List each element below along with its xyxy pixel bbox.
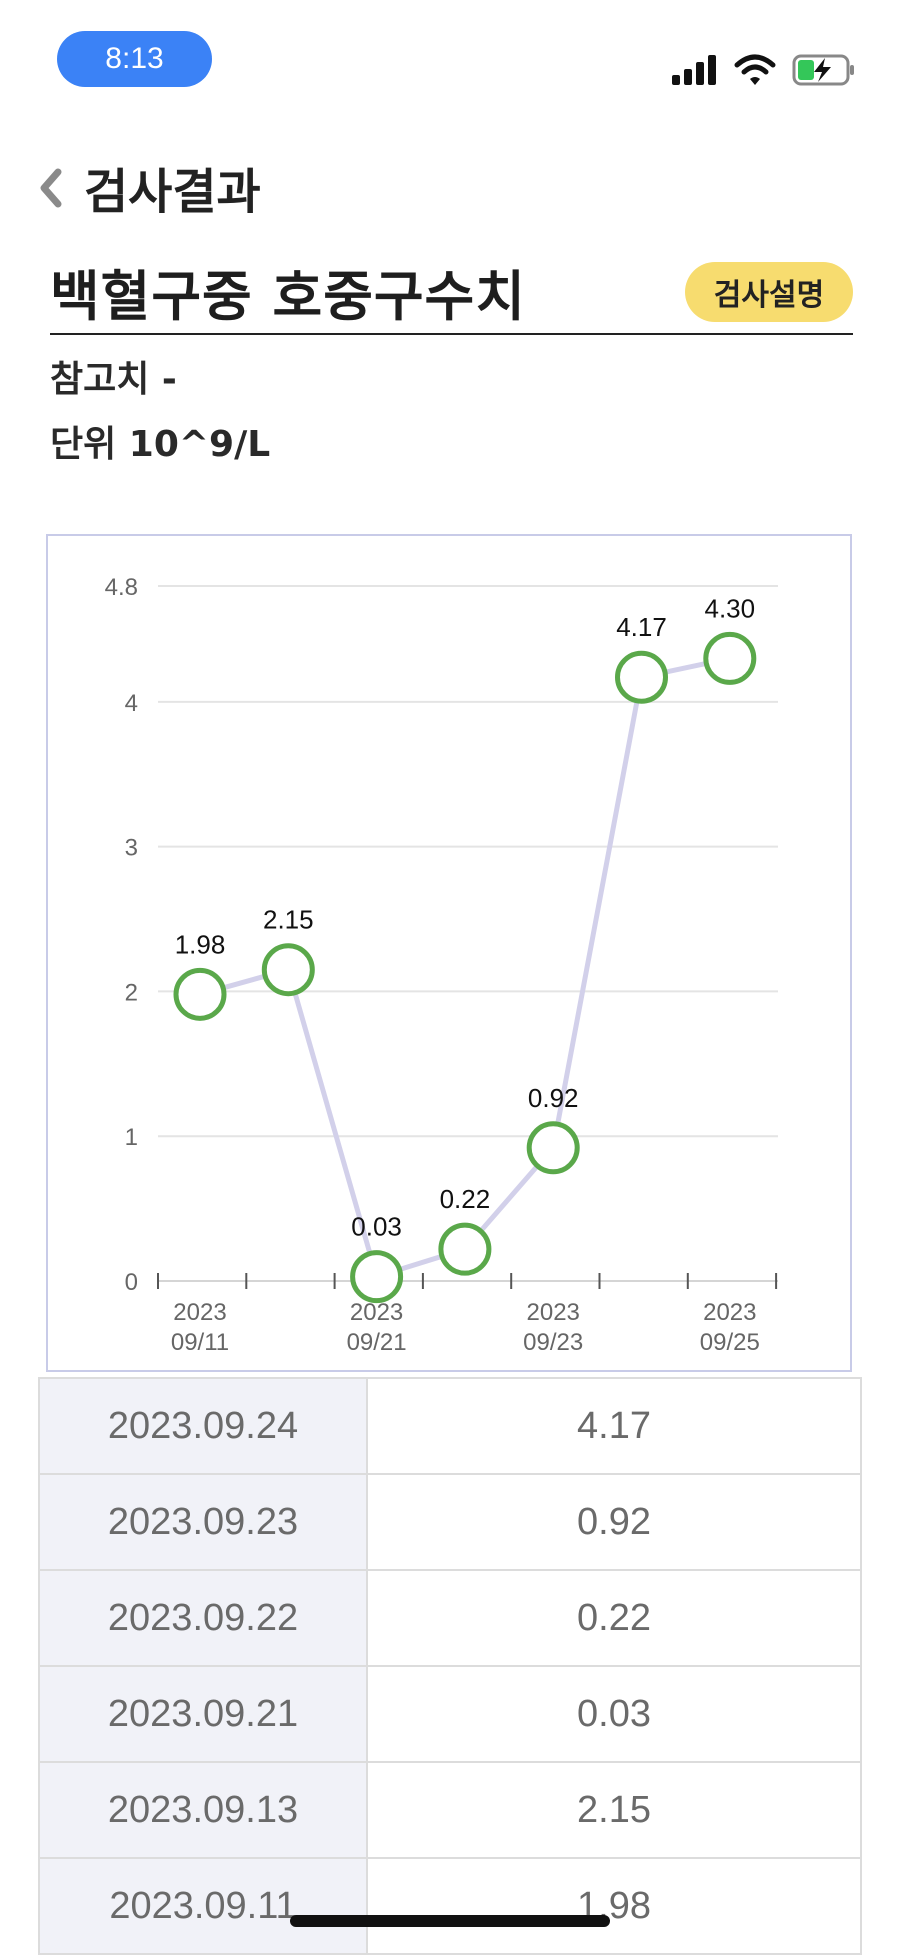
x-tick-label-year: 2023 bbox=[350, 1299, 403, 1326]
data-point bbox=[438, 1222, 492, 1276]
table-row: 2023.09.22 0.22 bbox=[38, 1569, 862, 1667]
test-explanation-button[interactable]: 검사설명 bbox=[685, 262, 853, 322]
data-label: 4.30 bbox=[704, 593, 755, 623]
y-tick-label: 2 bbox=[125, 979, 138, 1006]
x-tick-label-year: 2023 bbox=[703, 1299, 756, 1326]
data-point bbox=[703, 631, 757, 685]
results-table: 2023.09.24 4.17 2023.09.23 0.92 2023.09.22 0.… bbox=[38, 1377, 862, 1955]
data-label: 0.22 bbox=[440, 1184, 491, 1214]
x-tick-label-year: 2023 bbox=[527, 1299, 580, 1326]
data-label: 0.92 bbox=[528, 1083, 579, 1113]
cellular-signal-icon bbox=[672, 55, 716, 85]
table-row: 2023.09.23 0.92 bbox=[38, 1473, 862, 1571]
row-date: 2023.09.11 bbox=[38, 1857, 368, 1955]
row-value: 2.15 bbox=[366, 1761, 862, 1859]
row-value: 0.92 bbox=[366, 1473, 862, 1571]
x-tick-label-year: 2023 bbox=[173, 1299, 226, 1326]
divider bbox=[50, 333, 853, 335]
test-name: 백혈구중 호중구수치 bbox=[50, 265, 526, 328]
y-tick-label: 4 bbox=[125, 690, 138, 717]
data-label: 2.15 bbox=[263, 905, 314, 935]
line-chart: 0 1 2 3 4 4.8 2023 09/11 2023 09/21 2023 09/23 2023 0… bbox=[105, 574, 778, 1356]
data-point bbox=[350, 1250, 404, 1304]
table-row: 2023.09.11 1.98 bbox=[38, 1857, 862, 1955]
row-date: 2023.09.24 bbox=[38, 1377, 368, 1475]
data-point bbox=[615, 650, 668, 704]
data-point bbox=[173, 967, 227, 1021]
reference-range: 참고치 - bbox=[50, 359, 177, 400]
data-point bbox=[261, 943, 315, 997]
row-date: 2023.09.13 bbox=[38, 1761, 368, 1859]
table-row: 2023.09.24 4.17 bbox=[38, 1377, 862, 1475]
x-tick-label-date: 09/11 bbox=[171, 1329, 229, 1356]
wifi-icon bbox=[734, 54, 776, 85]
row-date: 2023.09.22 bbox=[38, 1569, 368, 1667]
x-tick-label-date: 09/25 bbox=[700, 1329, 760, 1356]
result-trend-chart: 0 1 2 3 4 4.8 2023 09/11 2023 09/21 2023 09/23 2023 0… bbox=[46, 534, 852, 1372]
row-value: 4.17 bbox=[366, 1377, 862, 1475]
home-indicator bbox=[290, 1915, 610, 1927]
battery-charging-icon bbox=[792, 54, 854, 86]
row-value: 0.22 bbox=[366, 1569, 862, 1667]
unit-label: 단위 10^9/L bbox=[50, 424, 271, 465]
x-tick-label-date: 09/23 bbox=[523, 1329, 583, 1356]
x-tick-label-date: 09/21 bbox=[347, 1329, 407, 1356]
status-time: 8:13 bbox=[57, 31, 212, 87]
chevron-left-icon bbox=[40, 168, 62, 208]
row-value: 0.03 bbox=[366, 1665, 862, 1763]
data-label: 0.03 bbox=[351, 1212, 402, 1242]
data-point bbox=[526, 1121, 580, 1175]
y-tick-label: 0 bbox=[125, 1269, 138, 1296]
back-button[interactable] bbox=[28, 163, 72, 213]
y-tick-label: 3 bbox=[125, 835, 138, 862]
table-row: 2023.09.21 0.03 bbox=[38, 1665, 862, 1763]
y-tick-label: 1 bbox=[125, 1124, 138, 1151]
status-icons bbox=[672, 50, 856, 90]
y-tick-label: 4.8 bbox=[105, 574, 138, 601]
row-value: 1.98 bbox=[366, 1857, 862, 1955]
row-date: 2023.09.23 bbox=[38, 1473, 368, 1571]
data-label: 4.17 bbox=[616, 612, 667, 642]
page-title: 검사결과 bbox=[84, 164, 261, 220]
data-label: 1.98 bbox=[175, 929, 226, 959]
table-row: 2023.09.13 2.15 bbox=[38, 1761, 862, 1859]
row-date: 2023.09.21 bbox=[38, 1665, 368, 1763]
